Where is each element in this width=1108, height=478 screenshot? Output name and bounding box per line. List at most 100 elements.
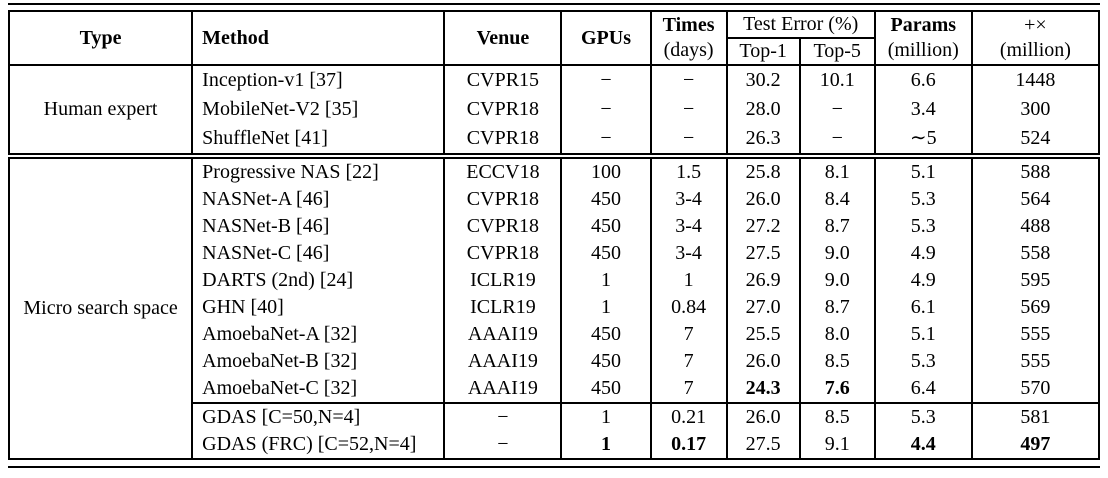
col-header-method: Method xyxy=(191,11,446,65)
table-row: NASNet-C [46] CVPR18 450 3-4 27.5 9.0 4.9 558 xyxy=(9,240,1101,267)
method-cell: NASNet-C [46] xyxy=(191,240,446,267)
top5-cell: 8.7 xyxy=(798,213,876,240)
table-row: GHN [40] ICLR19 1 0.84 27.0 8.7 6.1 569 xyxy=(9,294,1101,321)
type-cell: Micro search space xyxy=(7,153,194,459)
times-cell: − xyxy=(649,95,728,124)
times-cell: 7 xyxy=(649,321,728,348)
table-row: GDAS [C=50,N=4] −1 0.21 26.0 8.5 5.3 581 xyxy=(9,402,1101,431)
table-row: AmoebaNet-B [32] AAAI19 450 7 26.0 8.5 5.3 555 xyxy=(9,348,1101,375)
top5-cell: 7.6 xyxy=(798,375,876,403)
params-cell: 6.6 xyxy=(873,65,973,95)
table-row: NASNet-A [46] CVPR18 450 3-4 26.0 8.4 5.3 564 xyxy=(9,186,1101,213)
col-header-params-line1: Params xyxy=(890,14,957,36)
col-header-multiply-adds: +× (million) xyxy=(970,11,1101,65)
venue-cell: ICLR19 xyxy=(443,294,563,321)
top5-cell: − xyxy=(798,124,876,156)
results-table-body: Human expert Inception-v1 [37] CVPR15− −30.… xyxy=(7,65,1101,459)
venue-cell: AAAI19 xyxy=(443,375,563,403)
header-row-2: Top-1 Top-5 xyxy=(9,38,1099,65)
params-cell: 3.4 xyxy=(873,95,973,124)
flops-cell: 497 xyxy=(970,431,1101,459)
times-cell: 1 xyxy=(649,267,728,294)
times-cell: 0.84 xyxy=(649,294,728,321)
top1-cell: 27.5 xyxy=(725,240,801,267)
gpus-cell: 450 xyxy=(560,240,652,267)
gpus-cell: − xyxy=(560,65,652,95)
times-cell: 0.21 xyxy=(649,402,728,431)
top5-cell: − xyxy=(798,95,876,124)
col-header-times: Times (days) xyxy=(649,11,728,65)
method-cell: AmoebaNet-C [32] xyxy=(191,375,446,403)
col-header-top5: Top-5 xyxy=(798,38,876,65)
venue-cell: ECCV18 xyxy=(443,153,563,186)
flops-cell: 558 xyxy=(970,240,1101,267)
times-cell: 0.17 xyxy=(649,431,728,459)
top5-cell: 8.4 xyxy=(798,186,876,213)
top1-cell: 26.0 xyxy=(725,348,801,375)
header-row-1: Type Method Venue GPUs Times (days) Test… xyxy=(7,11,1101,65)
top5-cell: 8.5 xyxy=(798,348,876,375)
params-cell: 4.9 xyxy=(873,240,973,267)
flops-cell: 595 xyxy=(970,267,1101,294)
top5-cell: 8.7 xyxy=(798,294,876,321)
times-cell: 3-4 xyxy=(649,240,728,267)
gpus-cell: 1 xyxy=(560,402,652,431)
params-cell: 5.1 xyxy=(873,153,973,186)
times-cell: − xyxy=(649,124,728,156)
col-header-params-line2: (million) xyxy=(887,39,959,61)
col-header-multiply-adds-line2: (million) xyxy=(999,39,1071,61)
table-row: AmoebaNet-C [32] AAAI19 450 7 24.3 7.6 6.4 570 xyxy=(9,375,1101,403)
results-table: Type Method Venue GPUs Times (days) Test… xyxy=(7,10,1101,460)
gpus-cell: 100 xyxy=(560,153,652,186)
venue-cell: − xyxy=(443,431,563,459)
params-cell: 4.4 xyxy=(873,431,973,459)
flops-cell: 588 xyxy=(970,153,1101,186)
method-cell: GDAS (FRC) [C=52,N=4] xyxy=(191,431,446,459)
method-cell: ShuffleNet [41] xyxy=(191,124,446,156)
top5-cell: 9.1 xyxy=(798,431,876,459)
top1-cell: 26.0 xyxy=(725,186,801,213)
params-cell: 5.3 xyxy=(873,213,973,240)
times-cell: 1.5 xyxy=(649,153,728,186)
top1-cell: 25.8 xyxy=(725,153,801,186)
table-row: ShuffleNet [41] CVPR18− −26.3− ∼5 524 xyxy=(9,124,1101,156)
gpus-cell: 450 xyxy=(560,186,652,213)
params-cell: 4.9 xyxy=(873,267,973,294)
col-header-top1: Top-1 xyxy=(725,38,801,65)
flops-cell: 555 xyxy=(970,321,1101,348)
col-header-times-line2: (days) xyxy=(663,39,714,61)
flops-cell: 1448 xyxy=(970,65,1101,95)
top1-cell: 30.2 xyxy=(725,65,801,95)
top5-cell: 9.0 xyxy=(798,240,876,267)
top1-cell: 28.0 xyxy=(725,95,801,124)
venue-cell: CVPR18 xyxy=(443,240,563,267)
top5-cell: 8.1 xyxy=(798,153,876,186)
table-top-outer-rule xyxy=(8,3,1100,5)
method-cell: Inception-v1 [37] xyxy=(191,65,446,95)
params-cell: 6.4 xyxy=(873,375,973,403)
gpus-cell: 1 xyxy=(560,267,652,294)
table-row: Micro search space Progressive NAS [22] EC… xyxy=(7,153,1101,459)
gpus-cell: 450 xyxy=(560,375,652,403)
method-cell: MobileNet-V2 [35] xyxy=(191,95,446,124)
top1-cell: 24.3 xyxy=(725,375,801,403)
params-cell: 6.1 xyxy=(873,294,973,321)
flops-cell: 555 xyxy=(970,348,1101,375)
col-header-venue: Venue xyxy=(443,11,563,65)
col-header-gpus: GPUs xyxy=(560,11,652,65)
venue-cell: CVPR18 xyxy=(443,124,563,156)
times-cell: 7 xyxy=(649,348,728,375)
venue-cell: CVPR15 xyxy=(443,65,563,95)
gpus-cell: − xyxy=(560,124,652,156)
flops-cell: 300 xyxy=(970,95,1101,124)
flops-cell: 524 xyxy=(970,124,1101,156)
col-header-multiply-adds-line1: +× xyxy=(1024,14,1047,36)
flops-cell: 569 xyxy=(970,294,1101,321)
table-row: GDAS (FRC) [C=52,N=4] −1 0.17 27.5 9.1 4.4 497 xyxy=(9,431,1101,459)
type-cell: Human expert xyxy=(7,65,194,156)
top1-cell: 26.9 xyxy=(725,267,801,294)
method-cell: DARTS (2nd) [24] xyxy=(191,267,446,294)
table-row: AmoebaNet-A [32] AAAI19 450 7 25.5 8.0 5.1 555 xyxy=(9,321,1101,348)
venue-cell: ICLR19 xyxy=(443,267,563,294)
